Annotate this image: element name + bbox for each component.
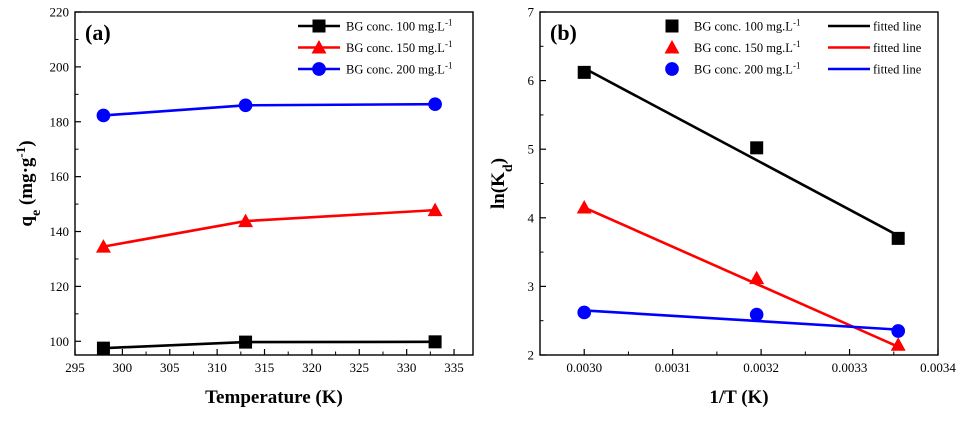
data-point xyxy=(428,335,442,349)
series-line xyxy=(103,102,436,117)
legend: BG conc. 100 mg.L-1 BG conc. 150 mg.L-1 BG… xyxy=(298,18,452,77)
x-tick-label: 325 xyxy=(350,360,370,375)
x-tick-label: 335 xyxy=(444,360,464,375)
x-axis-title: Temperature (K) xyxy=(205,387,343,408)
y-tick-label: 3 xyxy=(528,279,535,294)
fitted-line xyxy=(583,206,899,348)
data-point xyxy=(576,200,592,214)
legend-entry: BG conc. 100 mg.L-1 xyxy=(298,18,452,34)
panel-b-chart: 0.0030 0.0031 0.0032 0.0033 0.0034 2 3 4 5 6 7 1/T … xyxy=(488,5,956,409)
x-tick-label: 0.0031 xyxy=(655,360,691,375)
data-point xyxy=(239,335,253,349)
x-tick-label: 300 xyxy=(113,360,133,375)
legend-label: BG conc. 100 mg.L-1 xyxy=(694,18,800,34)
x-tick-label: 0.0034 xyxy=(920,360,956,375)
legend-entry: BG conc. 150 mg.L-1 xyxy=(298,39,452,55)
series-0 xyxy=(96,335,442,355)
data-point xyxy=(577,305,592,320)
y-tick-label: 2 xyxy=(528,348,535,363)
legend-label: BG conc. 150 mg.L-1 xyxy=(694,39,800,55)
series-1 xyxy=(576,200,906,351)
y-axis-title: ln(Kd) xyxy=(488,158,516,209)
panel-label: (a) xyxy=(85,20,111,45)
legend-marker xyxy=(311,40,327,54)
y-tick-label: 120 xyxy=(50,279,70,294)
legend-fit-label: fitted line xyxy=(873,20,922,34)
legend-marker xyxy=(665,19,679,33)
legend-label: BG conc. 200 mg.L-1 xyxy=(346,61,452,77)
x-tick-label: 315 xyxy=(255,360,275,375)
series-0 xyxy=(577,65,905,245)
panel-label: (b) xyxy=(550,20,577,45)
y-axis-title: qe (mg·g-1) xyxy=(13,140,44,226)
legend-label: BG conc. 200 mg.L-1 xyxy=(694,61,800,77)
data-point xyxy=(891,231,905,245)
data-point xyxy=(96,108,111,123)
data-point xyxy=(891,324,906,338)
x-tick-label: 0.0030 xyxy=(566,360,602,375)
data-point xyxy=(427,202,443,217)
data-point xyxy=(750,141,764,155)
panel-a-chart: 295 300 305 310 315 320 325 330 335 100 120 140 160 1… xyxy=(13,5,474,408)
legend-entry: BG conc. 100 mg.L-1 fitted line xyxy=(665,18,922,34)
legend-marker xyxy=(312,62,326,76)
legend-fit-label: fitted line xyxy=(873,63,922,77)
y-tick-label: 200 xyxy=(50,59,70,74)
y-tick-label: 7 xyxy=(528,5,535,20)
data-point xyxy=(95,239,111,253)
data-point xyxy=(428,97,442,112)
y-tick-label: 180 xyxy=(50,114,70,129)
legend-marker xyxy=(312,19,326,33)
fitted-line xyxy=(583,67,899,237)
legend-marker xyxy=(664,40,680,54)
plot-frame xyxy=(74,11,474,356)
data-point xyxy=(749,270,765,285)
x-tick-label: 0.0033 xyxy=(832,360,868,375)
data-point xyxy=(238,98,253,113)
x-tick-label: 320 xyxy=(302,360,322,375)
legend-entry: BG conc. 200 mg.L-1 fitted line xyxy=(665,61,922,77)
data-point xyxy=(238,213,254,228)
y-tick-label: 220 xyxy=(50,5,70,20)
series-2 xyxy=(96,97,442,123)
x-tick-label: 0.0032 xyxy=(743,360,779,375)
y-tick-label: 160 xyxy=(50,169,70,184)
legend-fit-label: fitted line xyxy=(873,41,922,55)
fitted-line xyxy=(584,309,899,331)
x-tick-label: 310 xyxy=(207,360,227,375)
data-point xyxy=(96,341,110,355)
x-axis-title: 1/T (K) xyxy=(709,387,768,408)
series-2 xyxy=(577,305,906,338)
y-tick-label: 100 xyxy=(50,334,70,349)
data-point xyxy=(577,65,591,79)
x-tick-label: 330 xyxy=(397,360,417,375)
y-tick-label: 6 xyxy=(528,73,535,88)
legend-label: BG conc. 150 mg.L-1 xyxy=(346,39,452,55)
series-line xyxy=(103,208,436,248)
y-tick-label: 140 xyxy=(50,224,70,239)
data-point xyxy=(749,307,764,322)
data-point xyxy=(890,337,906,351)
series-1 xyxy=(95,202,443,253)
legend-entry: BG conc. 150 mg.L-1 fitted line xyxy=(664,39,922,55)
legend-label: BG conc. 100 mg.L-1 xyxy=(346,18,452,34)
x-tick-label: 295 xyxy=(65,360,85,375)
series-line xyxy=(103,340,436,350)
x-tick-label: 305 xyxy=(160,360,180,375)
y-tick-label: 4 xyxy=(528,210,535,225)
legend-marker xyxy=(665,62,679,76)
legend-entry: BG conc. 200 mg.L-1 xyxy=(298,61,452,77)
y-tick-label: 5 xyxy=(528,142,535,157)
